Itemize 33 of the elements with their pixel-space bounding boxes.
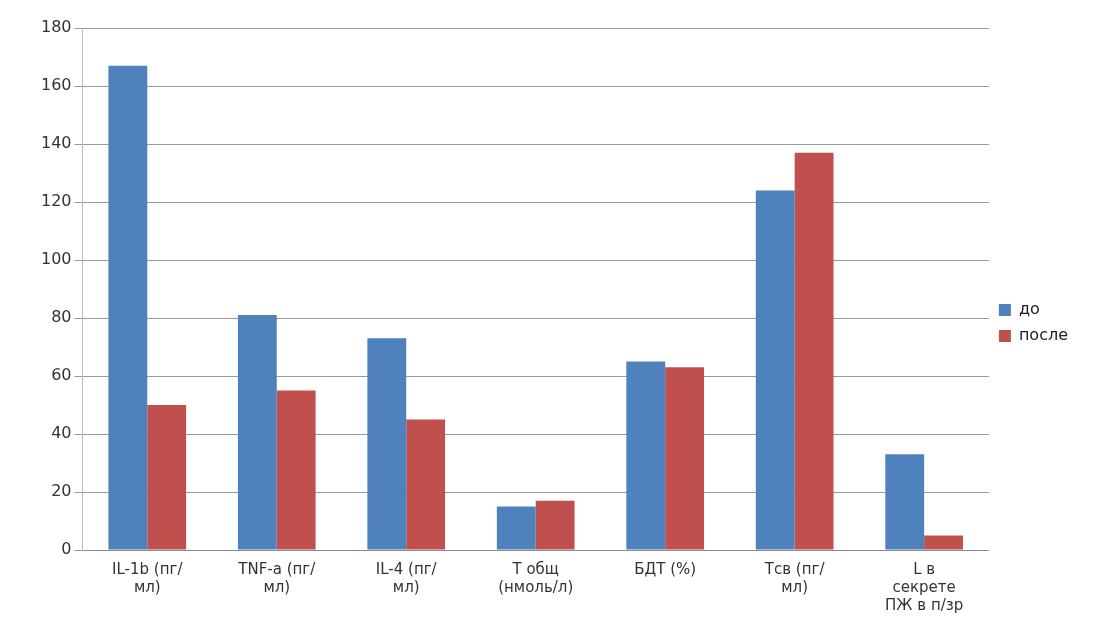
bar: [276, 390, 316, 550]
y-tick-label: 60: [51, 365, 72, 385]
bar: [885, 454, 925, 550]
bar: [147, 405, 187, 550]
x-tick-label: Т общ (нмоль/л): [498, 559, 574, 596]
bar: [108, 65, 148, 550]
x-tick-label: Тсв (пг/ мл): [763, 559, 826, 596]
x-tick-label: L в секрете ПЖ в п/зр: [885, 559, 964, 614]
bar: [367, 338, 407, 550]
y-tick-label: 140: [40, 133, 72, 153]
bar: [924, 535, 963, 550]
x-tick-label: TNF-a (пг/ мл): [237, 559, 317, 596]
x-tick-label: IL-4 (пг/ мл): [375, 559, 438, 596]
bar: [237, 315, 277, 550]
y-tick-label: 80: [51, 307, 72, 327]
bar: [535, 500, 575, 550]
bar: [496, 506, 536, 550]
x-tick-label: IL-1b (пг/ мл): [112, 559, 184, 596]
y-tick-label: 120: [40, 191, 72, 211]
y-tick-label: 180: [40, 17, 72, 37]
bar: [626, 361, 666, 550]
bar: [406, 419, 446, 550]
y-tick-label: 40: [51, 423, 72, 443]
legend-label: до: [1018, 299, 1040, 319]
y-tick-label: 160: [40, 75, 72, 95]
bar: [794, 152, 834, 550]
bar: [755, 190, 795, 550]
y-tick-label: 0: [61, 539, 72, 559]
x-tick-label: БДТ (%): [634, 559, 697, 578]
y-tick-label: 20: [51, 481, 72, 501]
y-tick-label: 100: [40, 249, 72, 269]
legend-label: после: [1018, 325, 1069, 345]
bar: [665, 367, 705, 550]
